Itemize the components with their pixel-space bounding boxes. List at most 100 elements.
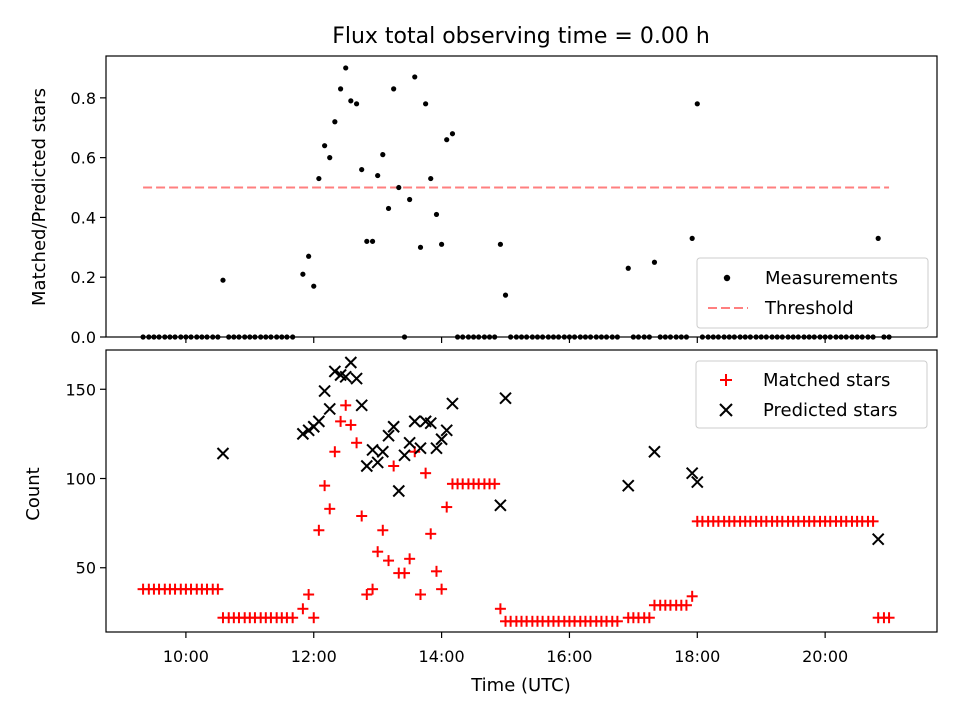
matched-point bbox=[287, 612, 299, 624]
legend-measurements-label: Measurements bbox=[765, 268, 898, 289]
measurement-point bbox=[348, 98, 354, 104]
predicted-point bbox=[440, 424, 453, 437]
matched-point bbox=[388, 460, 400, 472]
matched-point bbox=[430, 565, 442, 577]
count-x-tick-label: 20:00 bbox=[802, 647, 848, 666]
matched-point bbox=[494, 603, 506, 615]
predicted-point bbox=[494, 499, 507, 512]
x-axis-label: Time (UTC) bbox=[470, 675, 571, 696]
measurement-point bbox=[385, 205, 392, 212]
ratio-y-axis: 0.0 0.2 0.4 0.6 0.8 bbox=[71, 89, 106, 347]
matched-point bbox=[404, 553, 416, 565]
measurement-point bbox=[316, 175, 322, 182]
predicted-point bbox=[499, 391, 512, 405]
predicted-point bbox=[355, 399, 368, 412]
predicted-point bbox=[414, 441, 427, 455]
measurement-point bbox=[359, 166, 365, 173]
measurement-point bbox=[380, 152, 386, 158]
matched-point bbox=[361, 589, 373, 601]
measurement-point bbox=[694, 101, 700, 107]
ratio-y-tick-label: 0.8 bbox=[71, 89, 96, 108]
predicted-points bbox=[216, 356, 885, 546]
matched-point bbox=[351, 437, 363, 449]
measurement-point bbox=[625, 265, 631, 271]
predicted-point bbox=[216, 447, 230, 460]
predicted-point bbox=[339, 370, 352, 383]
predicted-point bbox=[371, 456, 384, 469]
matched-point bbox=[489, 478, 501, 490]
predicted-point bbox=[312, 415, 326, 428]
legend-threshold-label: Threshold bbox=[764, 298, 854, 319]
measurement-point bbox=[407, 196, 413, 203]
predicted-point bbox=[392, 484, 405, 498]
measurement-point bbox=[651, 259, 658, 265]
matched-point bbox=[680, 599, 692, 611]
matched-point bbox=[425, 528, 437, 540]
measurement-point bbox=[337, 86, 344, 92]
predicted-point bbox=[424, 416, 437, 430]
matched-point bbox=[441, 501, 453, 513]
count-y-tick-label: 100 bbox=[65, 470, 96, 489]
count-x-tick-label: 16:00 bbox=[546, 647, 592, 666]
predicted-point bbox=[435, 433, 448, 446]
count-x-axis: 10:00 12:00 14:00 16:00 18:00 20:00 bbox=[163, 632, 848, 666]
count-y-label: Count bbox=[23, 467, 44, 520]
matched-point bbox=[319, 480, 331, 492]
predicted-point bbox=[446, 397, 459, 410]
matched-point bbox=[356, 510, 368, 522]
measurement-point bbox=[433, 211, 440, 218]
matched-point bbox=[324, 503, 336, 515]
measurement-point bbox=[417, 244, 424, 250]
ratio-y-tick-label: 0.4 bbox=[71, 208, 96, 227]
measurement-point bbox=[322, 143, 328, 149]
matched-point bbox=[212, 583, 224, 595]
count-y-axis: 50 100 150 bbox=[65, 380, 106, 578]
count-x-tick-label: 10:00 bbox=[163, 647, 209, 666]
ratio-y-tick-label: 0.2 bbox=[71, 268, 96, 287]
measurement-point bbox=[300, 271, 306, 277]
predicted-point bbox=[382, 429, 395, 442]
predicted-point bbox=[323, 402, 336, 416]
matched-point bbox=[367, 583, 379, 595]
predicted-point bbox=[296, 427, 310, 441]
matched-point bbox=[329, 446, 341, 458]
panel-ratio-border bbox=[105, 55, 938, 338]
ratio-legend-box bbox=[696, 257, 929, 329]
legend-measurements-marker bbox=[723, 274, 731, 282]
matched-point bbox=[308, 612, 320, 624]
measurement-point bbox=[220, 277, 226, 283]
matched-point bbox=[372, 546, 384, 558]
chart-title: Flux total observing time = 0.00 h bbox=[332, 24, 710, 49]
matched-point bbox=[436, 583, 448, 595]
matched-points bbox=[137, 399, 895, 627]
ratio-y-tick-label: 0.6 bbox=[71, 149, 96, 168]
matched-point bbox=[383, 555, 395, 567]
measurement-point bbox=[375, 172, 381, 179]
count-y-tick-label: 50 bbox=[76, 559, 96, 578]
measurement-point bbox=[332, 119, 338, 125]
ratio-y-tick-label: 0.0 bbox=[71, 328, 96, 347]
count-x-tick-label: 18:00 bbox=[674, 647, 720, 666]
measurement-point bbox=[875, 235, 881, 241]
matched-point bbox=[611, 615, 623, 627]
matched-point bbox=[643, 612, 655, 624]
panel-ratio: 0.00.20.40.60.8 Matched/Predicted stars … bbox=[29, 55, 938, 347]
count-x-tick-label: 12:00 bbox=[291, 647, 337, 666]
measurement-point bbox=[343, 65, 349, 71]
matched-point bbox=[867, 515, 879, 527]
matched-point bbox=[340, 399, 352, 411]
predicted-point bbox=[350, 372, 363, 385]
measurement-point bbox=[449, 131, 456, 137]
measurement-point bbox=[497, 241, 504, 247]
measurement-point bbox=[412, 74, 418, 80]
matched-point bbox=[297, 603, 309, 615]
predicted-point bbox=[376, 445, 389, 458]
matched-point bbox=[686, 590, 698, 602]
measurement-point bbox=[502, 292, 509, 298]
predicted-point bbox=[328, 365, 342, 378]
measurement-point bbox=[353, 101, 360, 107]
predicted-point bbox=[318, 384, 331, 398]
predicted-point bbox=[622, 479, 635, 492]
panel-count-border bbox=[105, 349, 938, 633]
